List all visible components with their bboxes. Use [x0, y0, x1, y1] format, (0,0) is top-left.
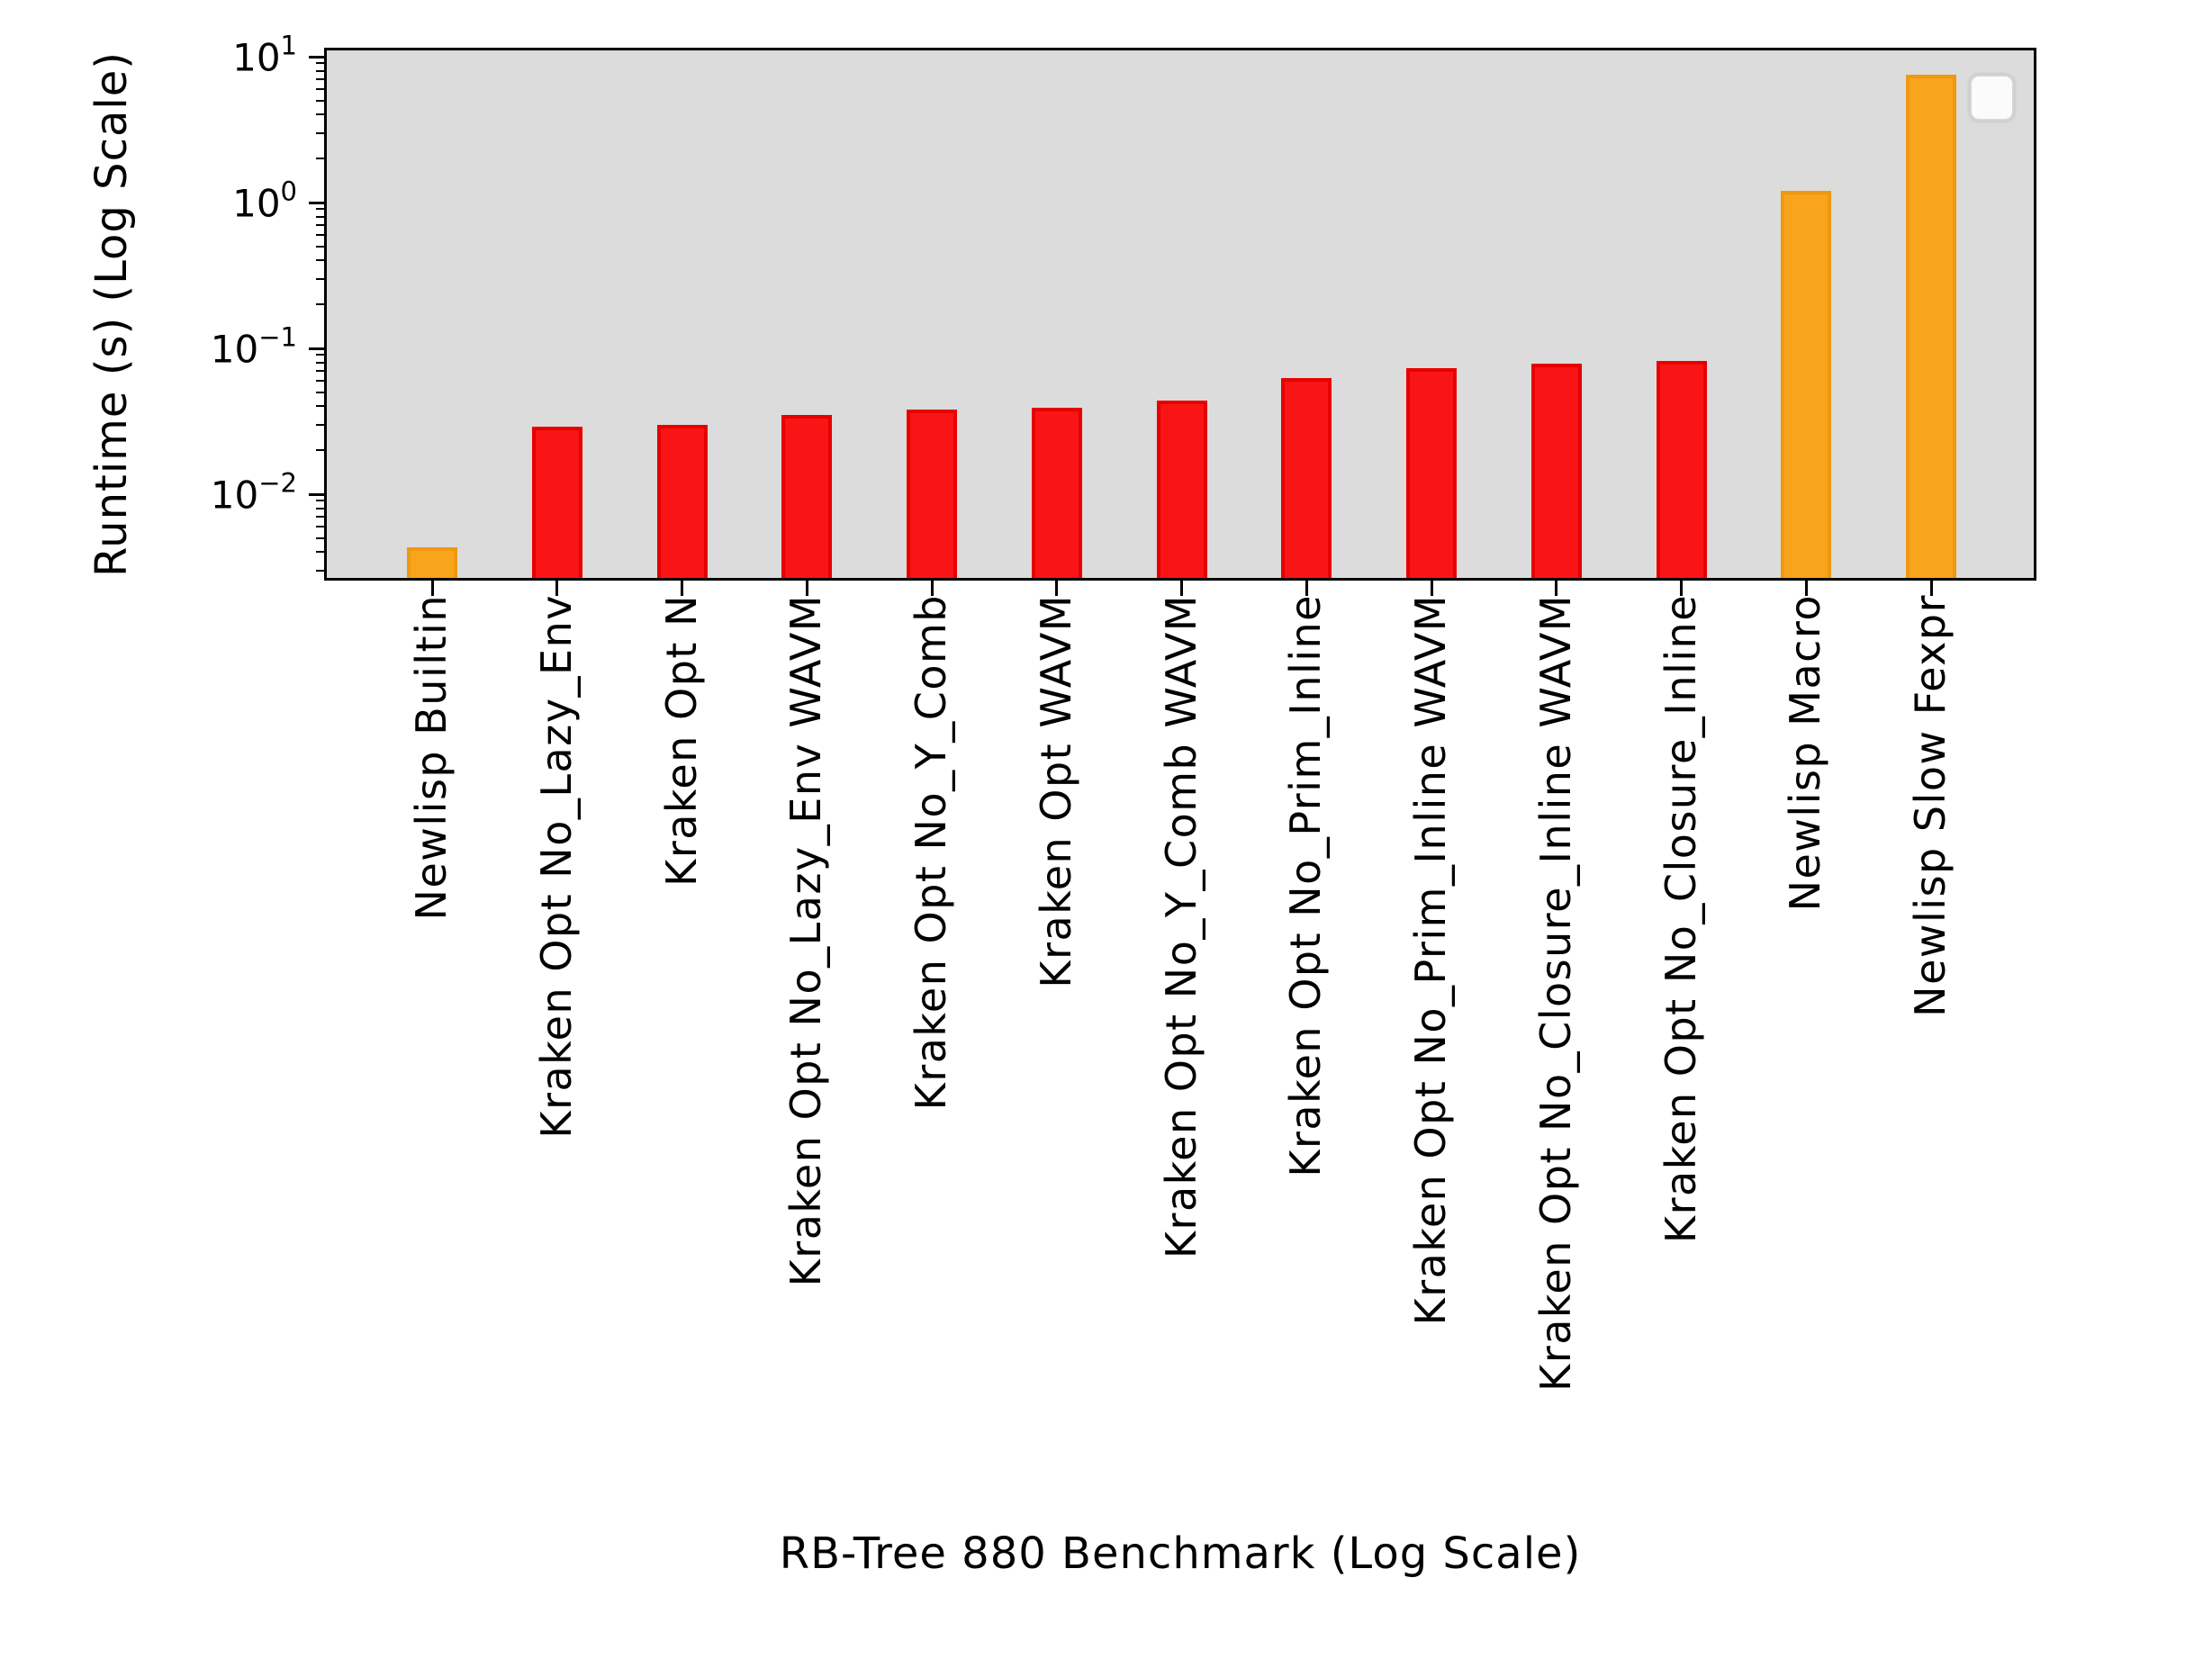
- y-minor-tick: [316, 449, 324, 452]
- y-major-tick: [309, 201, 324, 204]
- x-tick-label-7: Kraken Opt No_Y_Comb WAVM: [1156, 594, 1205, 1259]
- x-tick-label-13: Newlisp Slow Fexpr: [1906, 594, 1955, 1017]
- x-major-tick: [1430, 581, 1433, 596]
- y-minor-tick: [316, 99, 324, 102]
- bar-1: [407, 547, 457, 578]
- x-major-tick: [430, 581, 434, 596]
- bar-2: [531, 427, 582, 578]
- x-major-tick: [1680, 581, 1683, 596]
- bar-11: [1656, 360, 1707, 578]
- y-minor-tick: [316, 507, 324, 509]
- bar-13: [1906, 75, 1956, 578]
- y-minor-tick: [316, 62, 324, 65]
- y-tick-label: 10−1: [210, 321, 297, 372]
- y-minor-tick: [316, 370, 324, 373]
- y-minor-tick: [316, 551, 324, 554]
- y-minor-tick: [316, 569, 324, 572]
- y-minor-tick: [316, 233, 324, 236]
- x-tick-label-6: Kraken Opt WAVM: [1031, 594, 1080, 988]
- y-minor-tick: [316, 500, 324, 502]
- x-major-tick: [1055, 581, 1059, 596]
- y-minor-tick: [316, 405, 324, 408]
- y-minor-tick: [316, 303, 324, 306]
- x-tick-label-12: Newlisp Macro: [1781, 594, 1830, 912]
- x-major-tick: [930, 581, 934, 596]
- legend-box: [1970, 75, 2014, 121]
- x-major-tick: [1555, 581, 1558, 596]
- x-major-tick: [681, 581, 683, 596]
- y-tick-label: 101: [232, 30, 297, 80]
- bar-7: [1156, 400, 1207, 578]
- x-major-tick: [805, 581, 808, 596]
- bar-5: [907, 410, 957, 578]
- y-major-tick: [309, 347, 324, 350]
- y-minor-tick: [316, 69, 324, 72]
- x-major-tick: [1180, 581, 1183, 596]
- x-tick-label-5: Kraken Opt No_Y_Comb: [907, 594, 955, 1111]
- bar-4: [781, 414, 833, 578]
- y-minor-tick: [316, 131, 324, 134]
- x-tick-label-8: Kraken Opt No_Prim_Inline: [1281, 594, 1331, 1177]
- bar-12: [1781, 191, 1832, 578]
- bar-10: [1530, 364, 1582, 578]
- y-minor-tick: [316, 516, 324, 518]
- bar-6: [1031, 408, 1082, 578]
- y-tick-label: 100: [232, 176, 297, 226]
- y-minor-tick: [316, 78, 324, 81]
- y-minor-tick: [316, 354, 324, 356]
- x-major-tick: [555, 581, 559, 596]
- y-minor-tick: [316, 158, 324, 160]
- y-minor-tick: [316, 87, 324, 90]
- y-minor-tick: [316, 259, 324, 262]
- y-minor-tick: [316, 113, 324, 116]
- y-minor-tick: [316, 525, 324, 527]
- y-minor-tick: [316, 245, 324, 248]
- x-tick-label-3: Kraken Opt N: [656, 594, 706, 887]
- y-major-tick: [309, 55, 324, 59]
- x-major-tick: [1305, 581, 1308, 596]
- y-minor-tick: [316, 536, 324, 539]
- y-major-tick: [309, 492, 324, 496]
- y-minor-tick: [316, 224, 324, 227]
- y-minor-tick: [316, 379, 324, 382]
- x-tick-label-2: Kraken Opt No_Lazy_Env: [531, 594, 581, 1139]
- y-minor-tick: [316, 208, 324, 211]
- y-minor-tick: [316, 277, 324, 280]
- x-axis-label: RB-Tree 880 Benchmark (Log Scale): [779, 1528, 1582, 1579]
- x-tick-label-9: Kraken Opt No_Prim_Inline WAVM: [1406, 594, 1455, 1326]
- plot-area: 101 100 10−1 10−2: [211, 32, 2036, 596]
- y-minor-tick: [316, 423, 324, 426]
- bar-8: [1281, 377, 1332, 578]
- x-major-tick: [1929, 581, 1933, 596]
- bar-9: [1406, 368, 1457, 578]
- bar-3: [656, 424, 708, 578]
- x-major-tick: [1804, 581, 1808, 596]
- y-minor-tick: [316, 361, 324, 364]
- y-tick-label: 10−2: [210, 467, 297, 518]
- x-tick-label-10: Kraken Opt No_Closure_Inline WAVM: [1530, 594, 1580, 1392]
- x-tick-label-1: Newlisp Builtin: [407, 594, 456, 921]
- x-tick-label-11: Kraken Opt No_Closure_Inline: [1656, 594, 1705, 1244]
- y-minor-tick: [316, 391, 324, 393]
- y-minor-tick: [316, 215, 324, 218]
- x-tick-label-4: Kraken Opt No_Lazy_Env WAVM: [781, 594, 831, 1287]
